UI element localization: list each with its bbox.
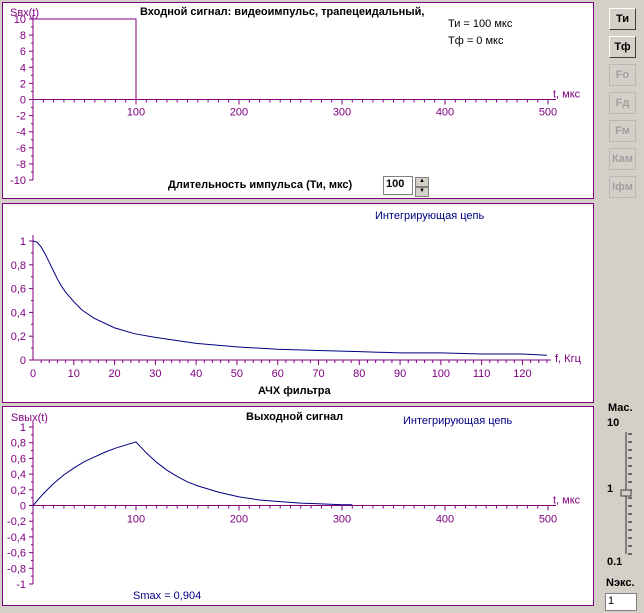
y-tick-label: 1 (20, 236, 26, 248)
y-tick-label: 0,8 (11, 438, 26, 450)
toolbar-button-4[interactable]: Fм (609, 120, 636, 142)
y-tick-label: -1 (16, 579, 26, 591)
y-tick-label: -0,4 (7, 532, 26, 544)
x-tick-label: 400 (436, 514, 454, 526)
x-axis-title: f, Кгц (555, 353, 582, 365)
y-tick-label: -0,6 (7, 548, 26, 560)
exp-number-label: Nэкс. (606, 577, 635, 589)
afc-chart: 1 0,8 0,6 0,4 0,2 00 10 20 30 40 50 60 70 80 90 100 110 1… (11, 210, 582, 397)
y-tick-label: -8 (16, 159, 26, 171)
chart-title: АЧХ фильтра (258, 385, 332, 397)
y-tick-label: 0,4 (11, 469, 26, 481)
y-tick-label: 0 (20, 95, 26, 107)
filter-name: Интегрирующая цепь (403, 415, 512, 427)
pulse-duration-spinner[interactable]: ▲ ▼ (415, 177, 429, 197)
x-tick-label: 100 (432, 368, 450, 380)
toolbar-button-2[interactable]: Fo (609, 64, 636, 86)
y-tick-label: 4 (20, 62, 26, 74)
scale-top-label: 10 (607, 417, 620, 429)
y-tick-label: -0,8 (7, 563, 26, 575)
y-axis-title: Sвых(t) (11, 412, 48, 424)
scale-slider[interactable] (620, 428, 634, 558)
input-signal-line (32, 18, 137, 100)
input-signal-chart: 10 8 6 4 2 0 -2 -4 -6 -8 -10 100 200 300 400 500 Sвх(t) t… (10, 6, 581, 187)
y-tick-label: -10 (10, 175, 26, 187)
filter-name: Интегрирующая цепь (375, 210, 484, 222)
y-tick-label: -0,2 (7, 516, 26, 528)
chart-title: Входной сигнал: видеоимпульс, трапецеида… (140, 6, 425, 18)
y-tick-label: 0 (20, 501, 26, 513)
exp-number-field[interactable]: 1 (605, 593, 637, 611)
y-tick-label: -6 (16, 143, 26, 155)
x-tick-label: 80 (353, 368, 365, 380)
toolbar-button-1[interactable]: Тф (609, 36, 636, 58)
param-ti: Ти = 100 мкс (448, 18, 513, 30)
x-tick-label: 500 (539, 107, 557, 119)
pulse-duration-label: Длительность импульса (Ти, мкс) (168, 179, 353, 191)
y-tick-label: 8 (20, 30, 26, 42)
chart-title: Выходной сигнал (246, 411, 343, 423)
pulse-duration-input[interactable]: 100 (383, 176, 413, 195)
scale-bottom-label: 0.1 (607, 556, 623, 568)
input-signal-panel: 10 8 6 4 2 0 -2 -4 -6 -8 -10 100 200 300 400 500 Sвх(t) t… (2, 2, 594, 199)
x-tick-label: 0 (30, 368, 36, 380)
scale-mid-label: 1 (607, 483, 614, 495)
toolbar-button-0[interactable]: Ти (609, 8, 636, 30)
x-tick-label: 10 (68, 368, 80, 380)
y-tick-label: -2 (16, 111, 26, 123)
x-tick-label: 120 (513, 368, 531, 380)
x-tick-label: 60 (272, 368, 284, 380)
x-tick-label: 30 (149, 368, 161, 380)
x-tick-label: 100 (127, 514, 145, 526)
output-signal-line (32, 441, 353, 506)
x-axis-title: t, мкс (553, 89, 581, 101)
spin-down-icon[interactable]: ▼ (415, 187, 429, 197)
scale-slider-thumb[interactable] (620, 489, 632, 497)
x-tick-label: 40 (190, 368, 202, 380)
y-tick-label: 0,4 (11, 307, 26, 319)
afc-panel: 1 0,8 0,6 0,4 0,2 0 0 10 20 30 40 50 60 70 80 90 100 110 1… (2, 203, 594, 403)
output-signal-panel: 1 0,8 0,6 0,4 0,2 0 -0,2 -0,4 -0,6 -0,8 -1 100 200 30… (2, 406, 594, 606)
y-tick-label: 0 (20, 355, 26, 367)
x-tick-label: 300 (333, 514, 351, 526)
x-tick-label: 100 (127, 107, 145, 119)
y-tick-label: 10 (14, 14, 26, 26)
scale-title: Мас. (608, 402, 633, 414)
x-tick-label: 110 (473, 368, 491, 380)
y-tick-label: 2 (20, 78, 26, 90)
x-tick-label: 50 (231, 368, 243, 380)
y-tick-label: 1 (20, 422, 26, 434)
x-tick-label: 200 (230, 107, 248, 119)
y-tick-label: 0,2 (11, 485, 26, 497)
x-tick-label: 20 (108, 368, 120, 380)
param-tf: Тф = 0 мкс (448, 35, 504, 47)
x-tick-label: 500 (539, 514, 557, 526)
x-tick-label: 90 (394, 368, 406, 380)
y-axis-title: Sвх(t) (10, 7, 39, 19)
toolbar-button-6[interactable]: Iфм (609, 176, 636, 198)
x-axis-title: t, мкс (553, 495, 581, 507)
toolbar-button-3[interactable]: Fд (609, 92, 636, 114)
toolbar-button-5[interactable]: Кам (609, 148, 636, 170)
afc-line (32, 240, 547, 356)
y-tick-label: -4 (16, 127, 26, 139)
x-tick-label: 300 (333, 107, 351, 119)
y-tick-label: 6 (20, 46, 26, 58)
y-tick-label: 0,2 (11, 331, 26, 343)
x-tick-label: 400 (436, 107, 454, 119)
smax-label: Smax = 0,904 (133, 590, 201, 602)
y-tick-label: 0,6 (11, 284, 26, 296)
output-signal-chart: 1 0,8 0,6 0,4 0,2 0 -0,2 -0,4 -0,6 -0,8 -1 100 200 30… (7, 411, 581, 602)
y-tick-label: 0,6 (11, 453, 26, 465)
x-tick-label: 70 (312, 368, 324, 380)
x-tick-label: 200 (230, 514, 248, 526)
spin-up-icon[interactable]: ▲ (415, 177, 429, 187)
y-tick-label: 0,8 (11, 260, 26, 272)
